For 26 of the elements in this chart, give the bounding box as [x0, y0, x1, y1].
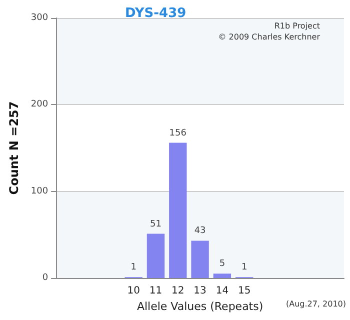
data-label: 156	[169, 128, 187, 138]
x-tick-label: 13	[194, 286, 206, 296]
y-tick-label: 0	[42, 273, 48, 283]
data-label: 1	[130, 262, 136, 273]
x-tick-label: 15	[238, 286, 251, 296]
y-tick-label: 100	[30, 186, 48, 196]
annotation: © 2009 Charles Kerchner	[218, 32, 321, 42]
x-axis-title: Allele Values (Repeats)	[136, 300, 264, 313]
y-axis-title: Count N =257	[7, 101, 21, 195]
data-label: 5	[219, 259, 226, 270]
data-label: 1	[241, 262, 248, 273]
x-tick-label: 11	[149, 286, 162, 296]
y-tick-label: 300	[30, 13, 48, 23]
annotation: R1b Project	[274, 22, 320, 30]
data-label: 51	[150, 219, 162, 230]
bar	[169, 142, 187, 278]
chart-title: DYS-439	[125, 6, 186, 21]
bar	[191, 240, 209, 278]
y-tick-label: 200	[30, 100, 48, 110]
bar	[146, 234, 165, 278]
x-tick-label: 14	[216, 286, 229, 296]
x-tick-label: 12	[172, 286, 184, 296]
data-label: 43	[194, 226, 206, 236]
text: (Aug.27, 2010)	[286, 300, 346, 308]
x-tick-label: 10	[127, 286, 140, 296]
bar	[213, 274, 232, 278]
